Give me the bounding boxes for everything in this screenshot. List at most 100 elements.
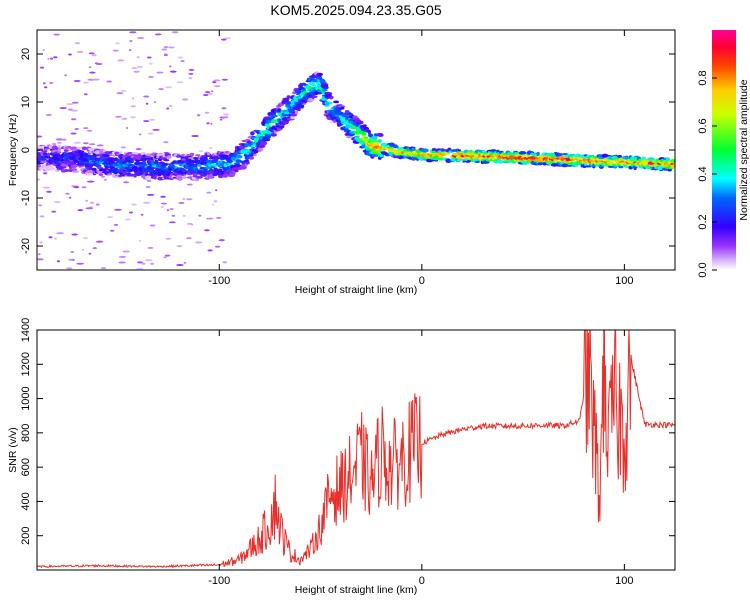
noise-mark <box>70 132 77 135</box>
spectral-mark <box>542 162 547 166</box>
noise-mark <box>154 33 162 36</box>
spectral-mark <box>624 164 629 169</box>
x-tick-label: 100 <box>615 275 633 287</box>
noise-mark <box>197 114 201 117</box>
spectral-mark <box>563 163 567 167</box>
colorbar-gradient <box>712 30 736 270</box>
noise-mark <box>223 116 229 119</box>
noise-mark <box>147 132 154 135</box>
spectral-mark <box>321 89 328 92</box>
spectral-mark <box>666 164 672 167</box>
noise-mark <box>186 183 193 186</box>
noise-mark <box>210 122 213 125</box>
spectral-mark <box>140 151 146 156</box>
snr-ticks: -100 0 100 200 400 600 800 1000 1200 1400 <box>20 318 675 587</box>
spectral-mark <box>128 173 136 177</box>
noise-mark <box>183 261 187 264</box>
y-tick-label: 1000 <box>20 386 32 410</box>
noise-mark <box>115 115 122 118</box>
spectral-mark <box>311 76 316 79</box>
spectral-mark <box>259 141 268 146</box>
noise-mark <box>123 181 130 184</box>
spectral-mark <box>144 175 153 180</box>
noise-mark <box>88 66 92 69</box>
noise-mark <box>51 210 57 213</box>
snr-panel: -100 0 100 200 400 600 800 1000 1200 1400 Height … <box>7 318 676 596</box>
spectral-mark <box>311 84 317 87</box>
noise-mark <box>140 213 144 216</box>
noise-mark <box>186 237 192 240</box>
noise-mark <box>130 105 136 108</box>
spectrogram-frame <box>36 29 676 271</box>
noise-mark <box>223 113 230 116</box>
spectral-mark <box>340 117 347 121</box>
spectral-mark <box>91 160 97 163</box>
noise-mark <box>145 186 151 188</box>
noise-mark <box>212 81 217 84</box>
spectral-mark <box>378 134 384 137</box>
spectral-mark <box>226 159 233 164</box>
spectral-mark <box>411 147 415 151</box>
spectral-mark <box>256 133 265 136</box>
noise-mark <box>118 261 127 264</box>
spectral-mark <box>135 155 143 159</box>
spectral-mark <box>71 168 78 172</box>
spectral-mark <box>666 157 670 162</box>
noise-mark <box>163 141 169 144</box>
noise-mark <box>81 248 85 251</box>
noise-mark <box>198 214 202 217</box>
noise-mark <box>146 179 152 182</box>
spectral-mark <box>295 103 302 106</box>
noise-mark <box>158 88 164 91</box>
noise-mark <box>85 207 93 210</box>
y-tick-label: -10 <box>20 190 32 206</box>
spectral-mark <box>225 154 229 158</box>
noise-mark <box>153 101 157 104</box>
noise-mark <box>115 42 120 45</box>
spectral-mark <box>463 149 470 154</box>
spectral-mark <box>270 114 279 118</box>
noise-mark <box>54 237 57 240</box>
spectral-mark <box>394 144 398 149</box>
noise-mark <box>70 109 78 112</box>
noise-mark <box>89 201 95 204</box>
spectral-mark <box>340 106 345 110</box>
spectral-mark <box>192 173 198 176</box>
noise-mark <box>131 203 137 206</box>
noise-mark <box>176 81 184 84</box>
y-tick-label: 800 <box>20 424 32 442</box>
spectral-mark <box>302 102 306 105</box>
noise-mark <box>203 94 209 96</box>
spectrogram-marks <box>37 31 675 270</box>
noise-mark <box>48 82 54 84</box>
noise-mark <box>68 53 72 56</box>
noise-mark <box>113 223 119 226</box>
noise-mark <box>171 31 179 34</box>
noise-mark <box>112 49 119 52</box>
chart-title: KOM5.2025.094.23.35.G05 <box>270 2 441 18</box>
colorbar-ticks: 0.0 0.2 0.4 0.6 0.8 <box>697 70 717 278</box>
spectral-mark <box>617 154 623 158</box>
spectral-mark <box>457 149 461 152</box>
noise-mark <box>145 259 153 262</box>
spectral-mark <box>345 135 354 139</box>
noise-mark <box>91 54 97 57</box>
spectral-mark <box>294 110 299 115</box>
noise-mark <box>176 245 183 248</box>
spectral-mark <box>362 124 367 128</box>
spectral-mark <box>217 160 225 164</box>
spectral-mark <box>116 158 120 163</box>
noise-mark <box>215 189 218 192</box>
noise-mark <box>38 204 43 207</box>
spectral-mark <box>388 148 396 152</box>
snr-xlabel: Height of straight line (km) <box>295 584 418 596</box>
noise-mark <box>121 117 128 120</box>
x-tick-label: -100 <box>208 575 230 587</box>
noise-mark <box>83 142 89 145</box>
noise-mark <box>138 239 141 242</box>
noise-mark <box>213 79 221 82</box>
spectral-mark <box>98 173 104 176</box>
noise-mark <box>206 191 212 194</box>
colorbar-tick-label: 0.2 <box>697 214 709 229</box>
noise-mark <box>129 211 133 214</box>
